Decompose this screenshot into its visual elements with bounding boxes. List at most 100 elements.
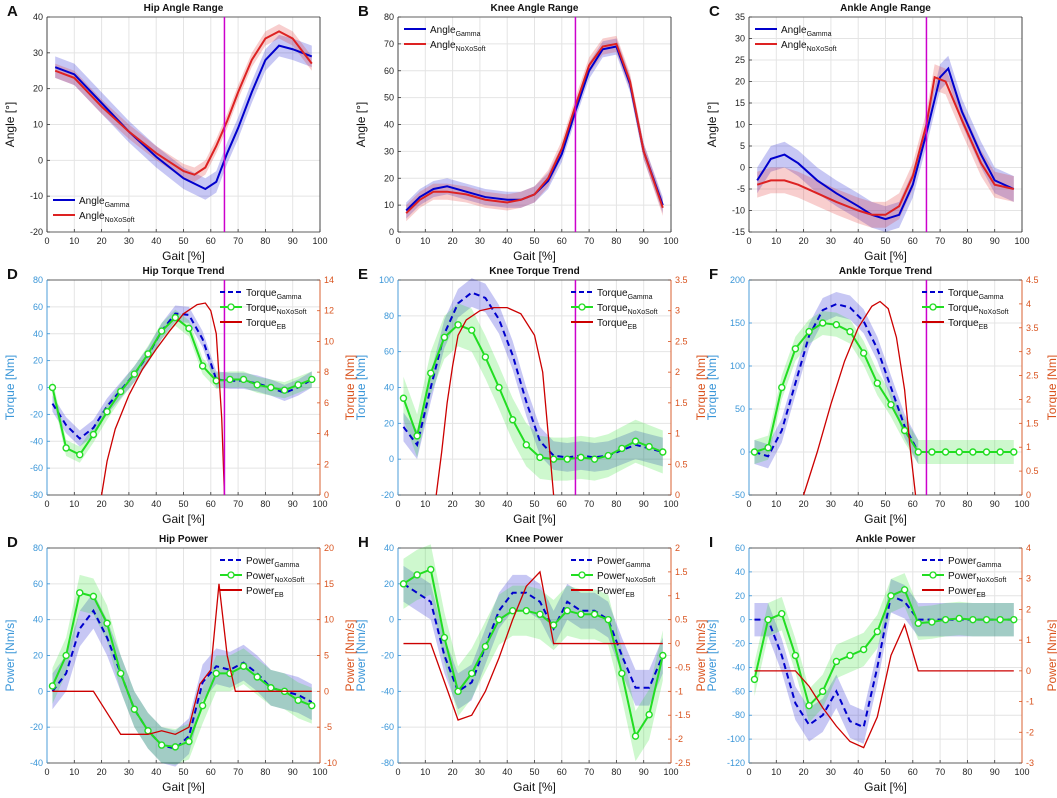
- series-band-1: [403, 278, 663, 472]
- data-point: [171, 743, 180, 751]
- series-band-2: [754, 310, 1014, 465]
- data-point: [914, 619, 922, 627]
- legend-label: AngleGamma: [79, 196, 130, 209]
- chart-panel-1: 0 10 20 30 40 50 60 70 80 90 100 -20 -10 0 10 20 30 40 Hip…: [3, 3, 328, 263]
- x-tick-label: 100: [312, 767, 327, 777]
- x-tick-label: 80: [611, 499, 621, 509]
- chart-panel-9: 0 10 20 30 40 50 60 70 80 90 100-120-100-80-60-40-…: [705, 534, 1057, 794]
- series-line-3: [100, 302, 226, 496]
- y-right-tick-label: -2: [1026, 727, 1034, 737]
- x-tick-label: 70: [233, 499, 243, 509]
- x-tick-label: 90: [288, 499, 298, 509]
- y-tick-label: 20: [384, 418, 394, 428]
- data-point: [427, 369, 435, 377]
- y-right-tick-label: -1: [675, 686, 683, 696]
- data-point: [536, 453, 544, 462]
- data-point: [941, 615, 950, 624]
- data-point: [413, 432, 421, 440]
- data-point: [427, 565, 435, 574]
- y-right-tick-label: 1: [1026, 635, 1031, 645]
- legend-name: Power: [246, 571, 275, 582]
- data-point: [982, 448, 991, 456]
- data-point: [604, 615, 612, 624]
- legend-name: Angle: [79, 211, 105, 222]
- x-axis-label: Gait [%]: [864, 512, 907, 526]
- y-right-tick-label: 4: [324, 429, 329, 439]
- y-right-tick-label: 0: [1026, 666, 1031, 676]
- series-band-1: [757, 55, 1014, 233]
- y-right-tick-label: 12: [324, 306, 334, 316]
- y-tick-label: 80: [384, 311, 394, 321]
- data-point: [928, 618, 936, 626]
- data-point: [536, 610, 544, 618]
- y-tick-label: -60: [30, 463, 43, 473]
- panel-label: D: [7, 266, 18, 283]
- panel-label: E: [358, 266, 368, 283]
- data-point: [791, 345, 800, 353]
- data-point: [157, 327, 166, 335]
- legend-label: AngleNoXoSoft: [781, 40, 837, 53]
- y-tick-label: -15: [732, 227, 745, 237]
- y-tick-label: 50: [735, 404, 745, 414]
- y-axis-label-right: Torque [Nm]: [1045, 355, 1057, 420]
- legend-label: TorqueNoXoSoft: [246, 303, 307, 316]
- y-axis-label: Angle [°]: [705, 102, 719, 148]
- x-tick-label: 0: [746, 236, 751, 246]
- data-point: [563, 455, 571, 463]
- chart-title: Ankle Angle Range: [840, 3, 931, 14]
- y-tick-label: 20: [33, 356, 43, 366]
- data-point: [900, 426, 909, 435]
- data-point: [185, 324, 193, 333]
- x-tick-label: 40: [151, 499, 161, 509]
- legend-subscript: Gamma: [625, 562, 650, 569]
- x-tick-label: 50: [178, 236, 188, 246]
- legend-subscript: Gamma: [105, 202, 130, 209]
- y-tick-label: -60: [732, 686, 745, 696]
- x-tick-label: 0: [746, 767, 751, 777]
- y-tick-label: -10: [732, 206, 745, 216]
- y-right-tick-label: -10: [324, 758, 337, 768]
- data-point: [130, 370, 139, 378]
- x-tick-label: 30: [826, 767, 836, 777]
- y-tick-label: 0: [740, 447, 745, 457]
- y-axis-label: Power [Nm/s]: [3, 619, 17, 691]
- y-tick-label: 60: [735, 543, 745, 553]
- x-tick-label: 60: [557, 767, 567, 777]
- y-tick-label: -10: [30, 191, 43, 201]
- x-tick-label: 60: [557, 236, 567, 246]
- x-tick-label: 40: [853, 767, 863, 777]
- legend-marker: [929, 571, 937, 579]
- legend-name: Angle: [430, 40, 456, 51]
- y-right-tick-label: 4: [1026, 299, 1031, 309]
- legend-label: PowerNoXoSoft: [246, 571, 304, 584]
- y-tick-label: 0: [740, 615, 745, 625]
- data-point: [62, 444, 70, 452]
- y-tick-label: 70: [384, 39, 394, 49]
- legend-subscript: NoXoSoft: [277, 309, 307, 316]
- y-axis-label: Angle [°]: [3, 102, 17, 148]
- series-line-3: [802, 300, 917, 496]
- data-point: [62, 651, 70, 660]
- x-tick-label: 20: [97, 236, 107, 246]
- x-tick-label: 20: [448, 767, 458, 777]
- x-tick-label: 20: [97, 767, 107, 777]
- y-tick-label: 50: [384, 93, 394, 103]
- legend-label: AngleNoXoSoft: [430, 40, 486, 53]
- y-tick-label: 40: [384, 543, 394, 553]
- chart-panel-7: 0 10 20 30 40 50 60 70 80 90 100-40-20020406080-10…: [3, 534, 357, 794]
- y-right-tick-label: -0.5: [675, 662, 691, 672]
- chart-title: Knee Angle Range: [491, 3, 579, 14]
- x-tick-label: 90: [990, 236, 1000, 246]
- y-tick-label: 30: [735, 34, 745, 44]
- data-point: [549, 455, 558, 463]
- y-tick-label: -20: [30, 227, 43, 237]
- data-point: [103, 619, 111, 627]
- legend-subscript: EB: [277, 324, 287, 331]
- data-point: [253, 381, 261, 389]
- y-axis-label-right: Power [Nm/s]: [694, 619, 708, 691]
- data-point: [440, 333, 449, 342]
- legend-label: PowerNoXoSoft: [597, 571, 655, 584]
